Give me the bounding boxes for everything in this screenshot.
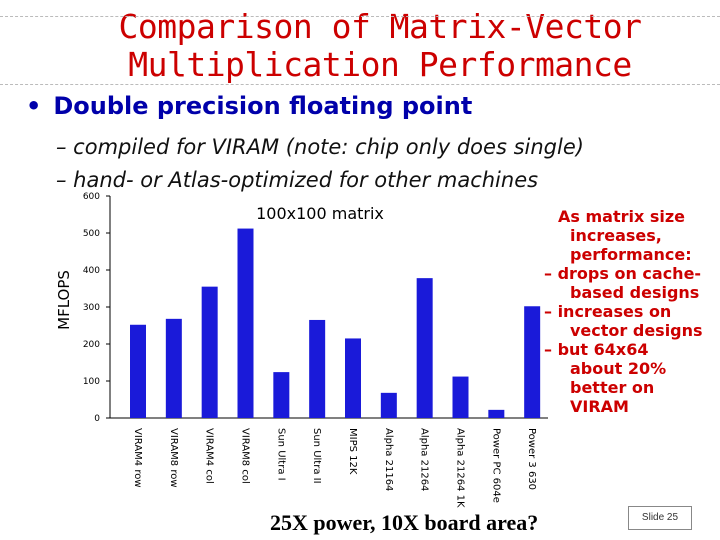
sub-item-2: – hand- or Atlas-optimized for other mac…	[56, 168, 539, 192]
y-tick-label: 200	[83, 340, 100, 350]
bar	[273, 372, 290, 418]
title-line-1: Comparison of Matrix-Vector	[118, 7, 642, 46]
y-tick-label: 0	[94, 414, 100, 424]
bar	[309, 319, 326, 418]
x-tick-label: VIRAM4 col	[204, 428, 215, 484]
annotation-line: performance:	[570, 245, 692, 264]
chart-title: 100x100 matrix	[256, 204, 384, 223]
bar	[201, 286, 218, 418]
annotation-line: vector designs	[570, 321, 703, 340]
bullet-text: Double precision floating point	[53, 92, 473, 120]
x-tick-label: VIRAM8 col	[240, 428, 251, 484]
bar	[130, 324, 146, 418]
x-tick-label: Power PC 604e	[490, 428, 501, 503]
x-tick-label: Alpha 21164	[383, 428, 394, 491]
x-tick-label: Alpha 21264 1K	[455, 428, 466, 508]
slide-number: Slide 25	[628, 506, 692, 530]
x-tick-label: MIPS 12K	[347, 428, 358, 475]
annotation-line: As matrix size	[558, 207, 686, 226]
chart-root: 0 100 200 300 400 500 600 MFLOPS 100x100 matrix V…	[55, 192, 548, 508]
title-line-2: Multiplication Performance	[128, 45, 632, 84]
bar	[237, 228, 254, 418]
bar	[524, 306, 541, 418]
y-axis-label: MFLOPS	[55, 270, 73, 330]
bar	[380, 392, 397, 418]
annotation-line: based designs	[570, 283, 700, 302]
x-tick-label: VIRAM4 row	[132, 428, 143, 488]
footer-text: 25X power, 10X board area?	[270, 510, 539, 535]
annotation-line: VIRAM	[570, 397, 629, 416]
x-tick-label: Sun Ultra II	[311, 428, 322, 484]
x-tick-label: VIRAM8 row	[168, 428, 179, 488]
bar	[165, 318, 182, 418]
x-tick-label: Power 3 630	[526, 428, 537, 490]
annotation-line: increases,	[570, 226, 662, 245]
y-tick-label: 300	[83, 303, 100, 313]
bar	[452, 376, 469, 418]
bar	[488, 409, 505, 418]
annotation-line: about 20%	[570, 359, 667, 378]
sub-item-1: – compiled for VIRAM (note: chip only do…	[56, 135, 584, 159]
bullet-dot-icon: •	[26, 92, 42, 120]
annotation-line: – drops on cache-	[544, 264, 702, 283]
annotation-line: – increases on	[544, 302, 672, 321]
x-tick-label: Sun Ultra I	[275, 428, 286, 481]
annotation-line: – but 64x64	[544, 340, 649, 359]
bar	[345, 338, 361, 418]
y-tick-label: 400	[83, 266, 100, 276]
bar	[416, 278, 433, 418]
bullet-item: • Double precision floating point	[26, 92, 472, 120]
frame-line-bottom	[0, 84, 720, 85]
y-tick-label: 600	[83, 192, 100, 202]
x-tick-label: Alpha 21264	[419, 428, 430, 491]
y-tick-label: 100	[83, 377, 100, 387]
annotation-line: better on	[570, 378, 655, 397]
y-tick-label: 500	[83, 229, 100, 239]
slide-title: Comparison of Matrix-Vector Multiplicati…	[60, 8, 700, 84]
frame-line-top	[0, 16, 720, 17]
